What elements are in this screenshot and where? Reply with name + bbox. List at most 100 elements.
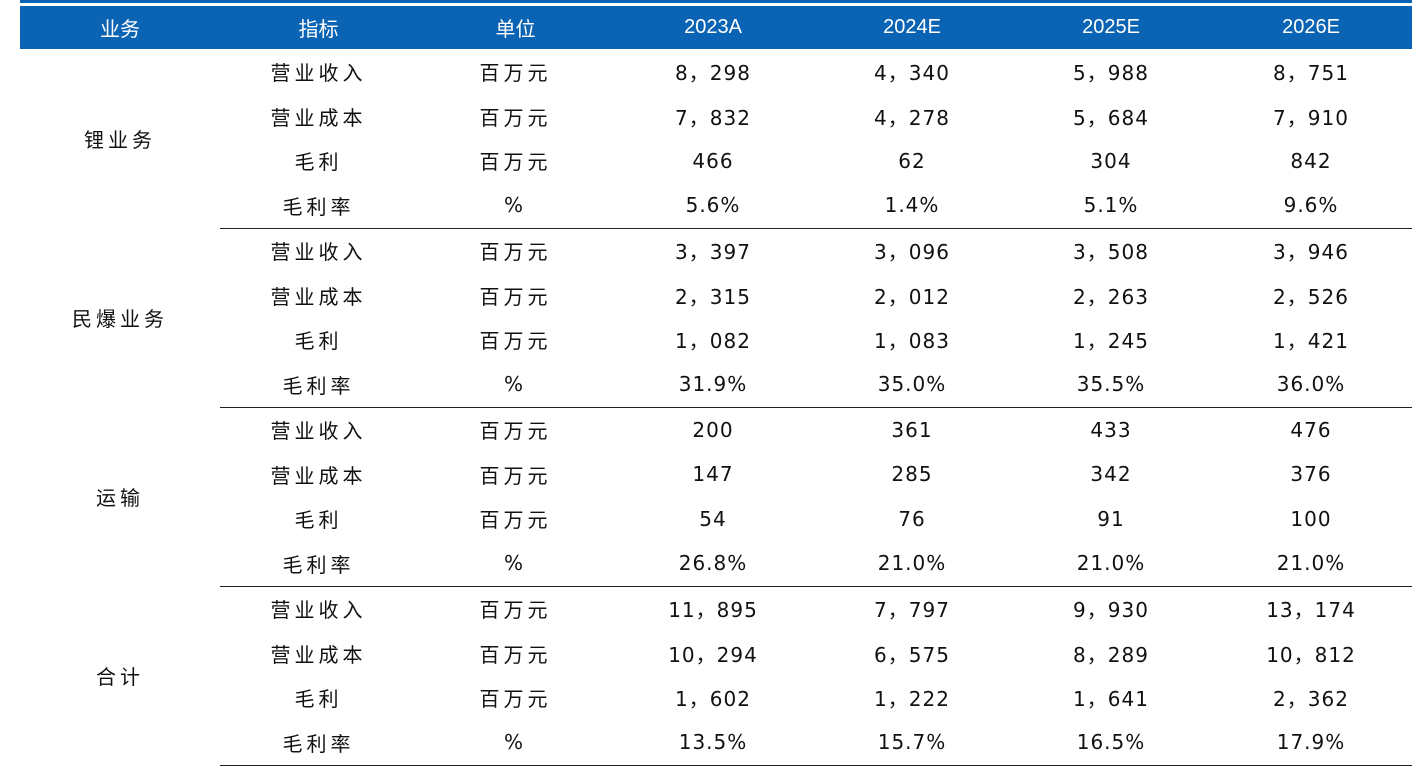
- metric-cell: 营业收入: [270, 60, 367, 85]
- unit-cell: %: [417, 720, 614, 766]
- value-cell: 9.6%: [1210, 183, 1412, 229]
- metric-cell: 毛利率: [220, 720, 417, 766]
- header-cell: 2024E: [883, 16, 941, 38]
- value-cell: 21.0%: [812, 541, 1012, 587]
- table-row: 营业成本 百万元 7，832 4，278 5，684 7，910: [20, 94, 1412, 139]
- metric-cell: 营业成本: [270, 642, 367, 667]
- header-row: 业务 指标 单位 2023A 2024E 2025E 2026E: [20, 6, 1412, 49]
- table-row: 毛利 百万元 466 62 304 842: [20, 139, 1412, 184]
- value-cell: 10，812: [1266, 642, 1356, 667]
- value-cell: 76: [898, 506, 926, 531]
- value-cell: 2，362: [1273, 687, 1349, 712]
- metric-cell: 营业成本: [270, 463, 367, 488]
- unit-cell: 百万元: [479, 240, 552, 265]
- value-cell: 16.5%: [1012, 720, 1210, 766]
- segment-cell: 合计: [96, 665, 144, 689]
- metric-cell: 毛利: [294, 329, 343, 354]
- value-cell: 3，946: [1273, 240, 1349, 265]
- table-row: 毛利 百万元 1，082 1，083 1，245 1，421: [20, 318, 1412, 363]
- value-cell: 2，012: [874, 284, 950, 309]
- value-cell: 17.9%: [1210, 720, 1412, 766]
- value-cell: 54: [699, 506, 727, 531]
- value-cell: 31.9%: [614, 362, 812, 408]
- table-row: 营业成本 百万元 10，294 6，575 8，289 10，812: [20, 631, 1412, 676]
- header-cell: 指标: [298, 19, 339, 41]
- value-cell: 91: [1097, 506, 1125, 531]
- value-cell: 5，988: [1073, 60, 1149, 85]
- table-row: 毛利 百万元 1，602 1，222 1，641 2，362: [20, 676, 1412, 721]
- value-cell: 6，575: [874, 642, 950, 667]
- value-cell: 147: [692, 462, 734, 487]
- value-cell: 1，245: [1073, 329, 1149, 354]
- value-cell: 476: [1290, 417, 1332, 442]
- unit-cell: 百万元: [479, 329, 552, 354]
- unit-cell: 百万元: [479, 150, 552, 175]
- value-cell: 1，083: [874, 329, 950, 354]
- value-cell: 7，910: [1273, 105, 1349, 130]
- header-cell: 2023A: [684, 16, 742, 38]
- table-row: 毛利率% 31.9% 35.0% 35.5% 36.0%: [20, 362, 1412, 408]
- value-cell: 15.7%: [812, 720, 1012, 766]
- value-cell: 376: [1290, 462, 1332, 487]
- unit-cell: 百万元: [479, 284, 552, 309]
- value-cell: 36.0%: [1210, 362, 1412, 408]
- unit-cell: 百万元: [479, 598, 552, 623]
- unit-cell: %: [417, 362, 614, 408]
- financial-forecast-table: 业务 指标 单位 2023A 2024E 2025E 2026E 锂业务 营业收入…: [20, 6, 1412, 766]
- value-cell: 8，751: [1273, 60, 1349, 85]
- unit-cell: 百万元: [479, 419, 552, 444]
- unit-cell: 百万元: [479, 463, 552, 488]
- metric-cell: 毛利率: [220, 362, 417, 408]
- metric-cell: 毛利率: [220, 183, 417, 229]
- unit-cell: 百万元: [479, 105, 552, 130]
- value-cell: 11，895: [668, 598, 758, 623]
- value-cell: 7，797: [874, 598, 950, 623]
- value-cell: 1，082: [675, 329, 751, 354]
- unit-cell: %: [417, 183, 614, 229]
- value-cell: 1，222: [874, 687, 950, 712]
- header-cell: 2025E: [1082, 16, 1140, 38]
- value-cell: 7，832: [675, 105, 751, 130]
- value-cell: 5，684: [1073, 105, 1149, 130]
- value-cell: 10，294: [668, 642, 758, 667]
- value-cell: 1，602: [675, 687, 751, 712]
- value-cell: 433: [1090, 417, 1132, 442]
- value-cell: 35.0%: [812, 362, 1012, 408]
- header-cell: 2026E: [1282, 16, 1340, 38]
- value-cell: 21.0%: [1210, 541, 1412, 587]
- value-cell: 842: [1290, 148, 1332, 173]
- value-cell: 26.8%: [614, 541, 812, 587]
- value-cell: 100: [1290, 506, 1332, 531]
- value-cell: 285: [891, 462, 933, 487]
- value-cell: 342: [1090, 462, 1132, 487]
- value-cell: 62: [898, 148, 926, 173]
- value-cell: 3，397: [675, 240, 751, 265]
- header-cell: 单位: [495, 19, 536, 41]
- metric-cell: 营业收入: [270, 419, 367, 444]
- value-cell: 466: [692, 148, 734, 173]
- value-cell: 5.6%: [614, 183, 812, 229]
- value-cell: 4，340: [874, 60, 950, 85]
- segment-cell: 运输: [96, 486, 144, 510]
- value-cell: 8，298: [675, 60, 751, 85]
- metric-cell: 营业收入: [270, 598, 367, 623]
- value-cell: 2，263: [1073, 284, 1149, 309]
- segment-cell: 锂业务: [84, 128, 156, 152]
- table-row: 毛利率% 26.8% 21.0% 21.0% 21.0%: [20, 541, 1412, 587]
- unit-cell: 百万元: [479, 687, 552, 712]
- table-row: 毛利 百万元 54 76 91 100: [20, 497, 1412, 542]
- table-row: 营业成本 百万元 147 285 342 376: [20, 452, 1412, 497]
- table-row: 营业成本 百万元 2，315 2，012 2，263 2，526: [20, 273, 1412, 318]
- header-cell: 业务: [100, 19, 140, 41]
- top-rule: [20, 0, 1412, 3]
- table-row: 毛利率% 13.5% 15.7% 16.5% 17.9%: [20, 720, 1412, 766]
- metric-cell: 营业成本: [270, 284, 367, 309]
- metric-cell: 毛利: [294, 508, 343, 533]
- value-cell: 1，421: [1273, 329, 1349, 354]
- value-cell: 4，278: [874, 105, 950, 130]
- value-cell: 3，096: [874, 240, 950, 265]
- unit-cell: %: [417, 541, 614, 587]
- table-row: 锂业务 营业收入百万元 8，298 4，340 5，988 8，751: [20, 49, 1412, 152]
- value-cell: 2，315: [675, 284, 751, 309]
- metric-cell: 毛利: [294, 687, 343, 712]
